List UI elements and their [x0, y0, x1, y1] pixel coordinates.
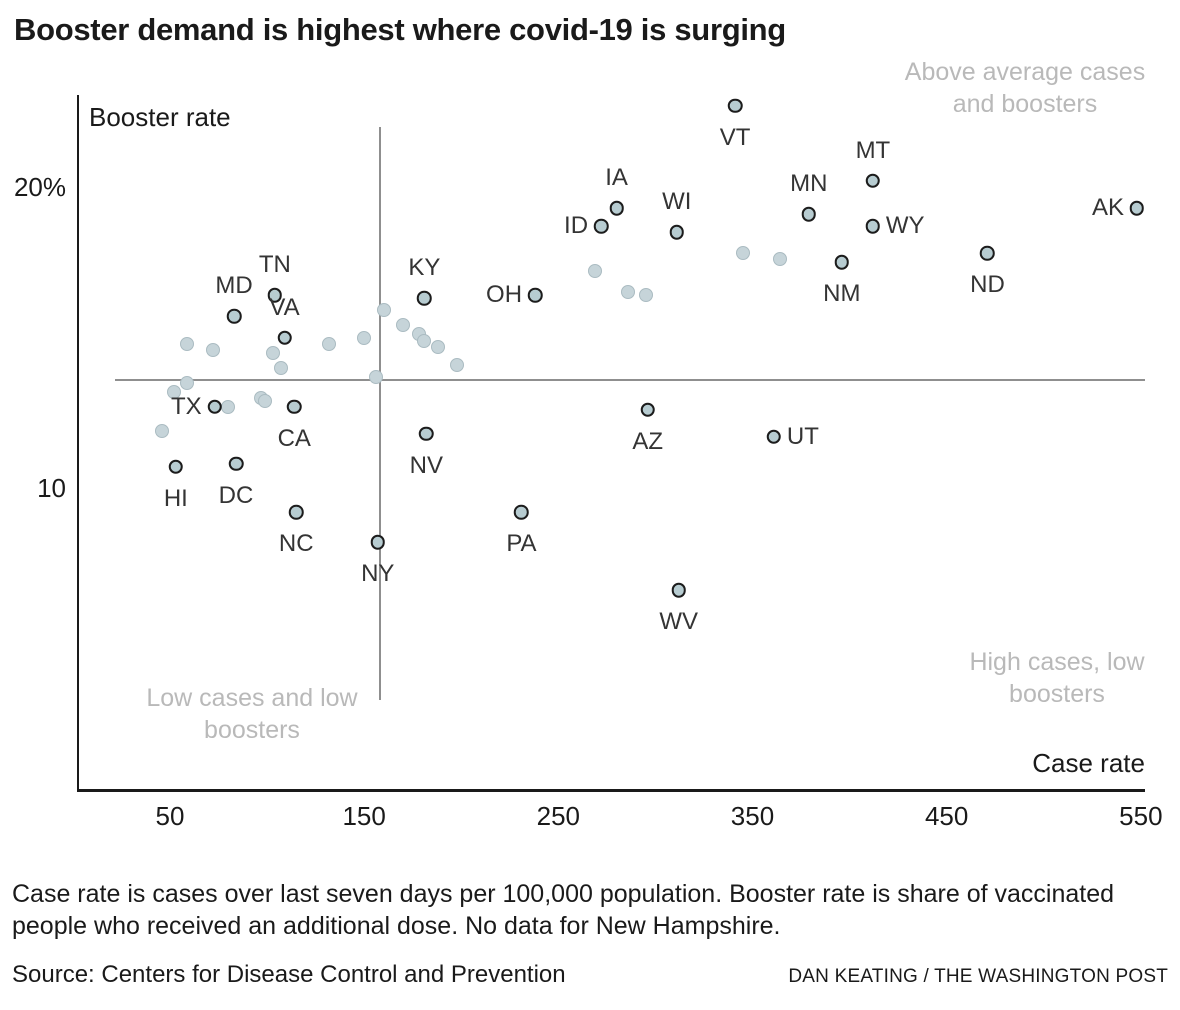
- state-label-ak: AK: [1091, 194, 1124, 222]
- data-point-unlabeled-16: [322, 336, 337, 351]
- state-label-tn: TN: [258, 251, 291, 279]
- state-label-ut: UT: [786, 422, 819, 450]
- data-point-unlabeled-10: [430, 339, 445, 354]
- data-point-unlabeled-24: [155, 423, 170, 438]
- state-label-va: VA: [269, 293, 300, 321]
- data-point-az: [640, 402, 655, 417]
- data-point-wy: [865, 218, 881, 234]
- data-point-unlabeled-4: [621, 285, 636, 300]
- data-point-nv: [419, 426, 434, 442]
- average-case-rate-line: [378, 127, 381, 700]
- data-point-unlabeled-6: [376, 303, 391, 318]
- x-tick-450: 450: [924, 801, 969, 831]
- data-point-ny: [370, 534, 385, 550]
- state-label-pa: PA: [506, 530, 537, 558]
- credit-line: DAN KEATING / THE WASHINGTON POST: [788, 966, 1168, 987]
- state-label-dc: DC: [218, 481, 254, 509]
- x-tick-50: 50: [155, 801, 185, 831]
- data-point-unlabeled-7: [396, 318, 410, 333]
- data-point-unlabeled-17: [357, 330, 372, 345]
- data-point-va: [277, 330, 292, 345]
- data-point-vt: [727, 98, 743, 113]
- x-axis-line: [77, 789, 1145, 792]
- quadrant-label-high-low: High cases, low boosters: [969, 648, 1145, 708]
- x-tick-550: 550: [1119, 801, 1163, 831]
- data-point-unlabeled-13: [205, 342, 220, 357]
- data-point-unlabeled-18: [368, 369, 383, 384]
- data-point-wi: [669, 224, 685, 240]
- data-point-unlabeled-11: [450, 357, 465, 372]
- source-line: Source: Centers for Disease Control and …: [12, 961, 566, 988]
- data-point-unlabeled-5: [638, 288, 653, 303]
- data-point-unlabeled-19: [180, 375, 195, 390]
- data-point-unlabeled-2: [772, 252, 787, 267]
- data-point-ut: [766, 429, 782, 445]
- state-label-nv: NV: [409, 451, 443, 479]
- data-point-pa: [514, 504, 529, 520]
- state-label-mn: MN: [790, 170, 828, 198]
- state-label-ky: KY: [408, 254, 441, 282]
- state-label-az: AZ: [632, 427, 663, 455]
- data-point-unlabeled-20: [166, 384, 181, 399]
- average-booster-rate-line: [115, 378, 1145, 381]
- state-label-tx: TX: [170, 392, 202, 420]
- state-label-nc: NC: [278, 530, 314, 558]
- state-label-nd: ND: [970, 271, 1005, 299]
- data-point-ky: [417, 291, 432, 306]
- quadrant-label-above-average: Above average cases and boosters: [904, 58, 1146, 118]
- x-axis-title: Case rate: [1032, 748, 1145, 778]
- state-label-wv: WV: [659, 608, 699, 636]
- data-point-tn: [267, 288, 283, 303]
- y-tick-10: 10: [37, 473, 66, 503]
- y-tick-20: 20%: [13, 172, 66, 202]
- data-point-wv: [671, 583, 686, 598]
- data-point-unlabeled-14: [265, 345, 280, 360]
- data-point-ak: [1129, 200, 1145, 216]
- data-point-id: [593, 218, 609, 234]
- data-point-unlabeled-15: [273, 360, 288, 375]
- x-tick-150: 150: [342, 801, 386, 831]
- state-label-oh: OH: [486, 281, 523, 309]
- state-label-ca: CA: [277, 424, 311, 452]
- data-point-ca: [287, 399, 302, 414]
- data-point-nd: [980, 245, 995, 261]
- footnote: Case rate is cases over last seven days …: [12, 880, 1115, 940]
- data-point-unlabeled-22: [258, 393, 273, 408]
- state-label-id: ID: [564, 212, 589, 240]
- state-label-ny: NY: [361, 560, 395, 588]
- state-label-vt: VT: [719, 123, 751, 151]
- data-point-unlabeled-12: [180, 336, 195, 351]
- state-label-wi: WI: [662, 188, 692, 216]
- state-label-wy: WY: [885, 212, 925, 240]
- data-point-ia: [609, 200, 624, 216]
- state-label-md: MD: [215, 272, 253, 300]
- data-point-md: [226, 309, 242, 324]
- data-point-unlabeled-9: [417, 333, 432, 348]
- state-label-nm: NM: [823, 280, 861, 308]
- y-axis-title: Booster rate: [89, 102, 231, 132]
- data-point-tx: [207, 399, 222, 414]
- state-label-mt: MT: [855, 136, 891, 164]
- x-tick-350: 350: [730, 801, 775, 831]
- data-point-oh: [527, 288, 543, 303]
- data-point-nc: [288, 504, 304, 520]
- data-point-hi: [168, 459, 184, 475]
- data-point-unlabeled-1: [735, 246, 750, 261]
- y-axis-line: [77, 95, 79, 790]
- x-tick-250: 250: [536, 801, 581, 831]
- state-label-hi: HI: [163, 484, 188, 512]
- data-point-mn: [801, 206, 817, 222]
- data-point-unlabeled-23: [221, 399, 236, 414]
- state-label-ia: IA: [605, 164, 628, 192]
- data-point-nm: [834, 255, 850, 270]
- page-title: Booster demand is highest where covid-19…: [14, 12, 786, 47]
- data-point-mt: [865, 173, 881, 189]
- quadrant-label-low-low: Low cases and low boosters: [146, 684, 358, 744]
- data-point-dc: [228, 456, 244, 472]
- data-point-unlabeled-3: [588, 264, 603, 279]
